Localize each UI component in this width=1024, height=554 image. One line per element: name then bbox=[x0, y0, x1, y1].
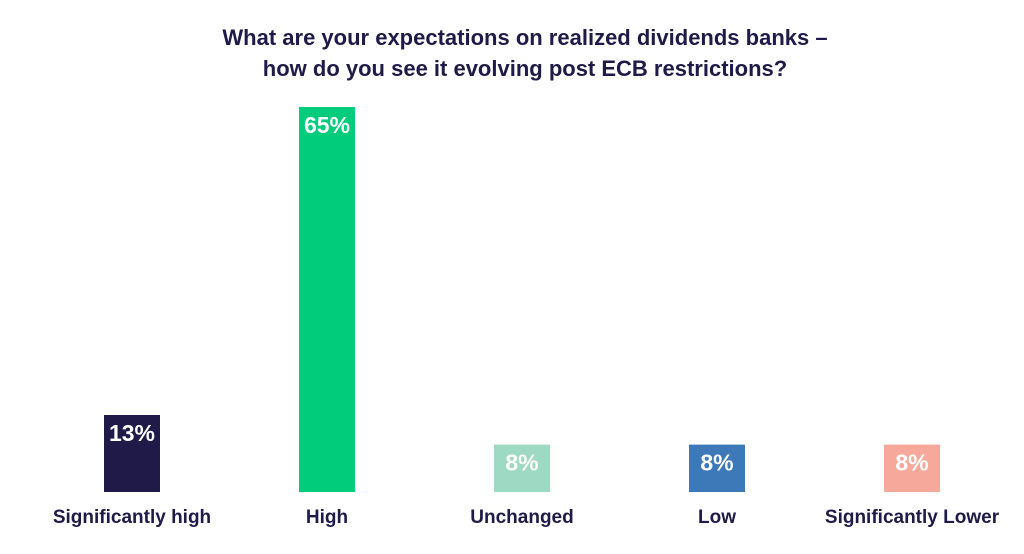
chart-title-line-2: how do you see it evolving post ECB rest… bbox=[262, 56, 788, 81]
category-label-0: Significantly high bbox=[53, 507, 211, 528]
category-label-1: High bbox=[306, 507, 348, 528]
data-label-1: 65% bbox=[304, 112, 350, 138]
chart-title-line-1: What are your expectations on realized d… bbox=[222, 25, 828, 50]
data-label-0: 13% bbox=[109, 420, 155, 446]
bar-2 bbox=[494, 444, 550, 492]
bar-3 bbox=[689, 444, 745, 492]
data-label-4: 8% bbox=[895, 450, 928, 476]
bar-1 bbox=[299, 107, 355, 492]
category-label-3: Low bbox=[698, 507, 736, 528]
data-label-3: 8% bbox=[700, 450, 733, 476]
category-label-4: Significantly Lower bbox=[825, 507, 1000, 528]
category-label-2: Unchanged bbox=[470, 507, 573, 528]
chart-title: What are your expectations on realized d… bbox=[0, 22, 1024, 84]
data-label-2: 8% bbox=[505, 450, 538, 476]
bar-0 bbox=[104, 415, 160, 492]
bar-4 bbox=[884, 444, 940, 492]
